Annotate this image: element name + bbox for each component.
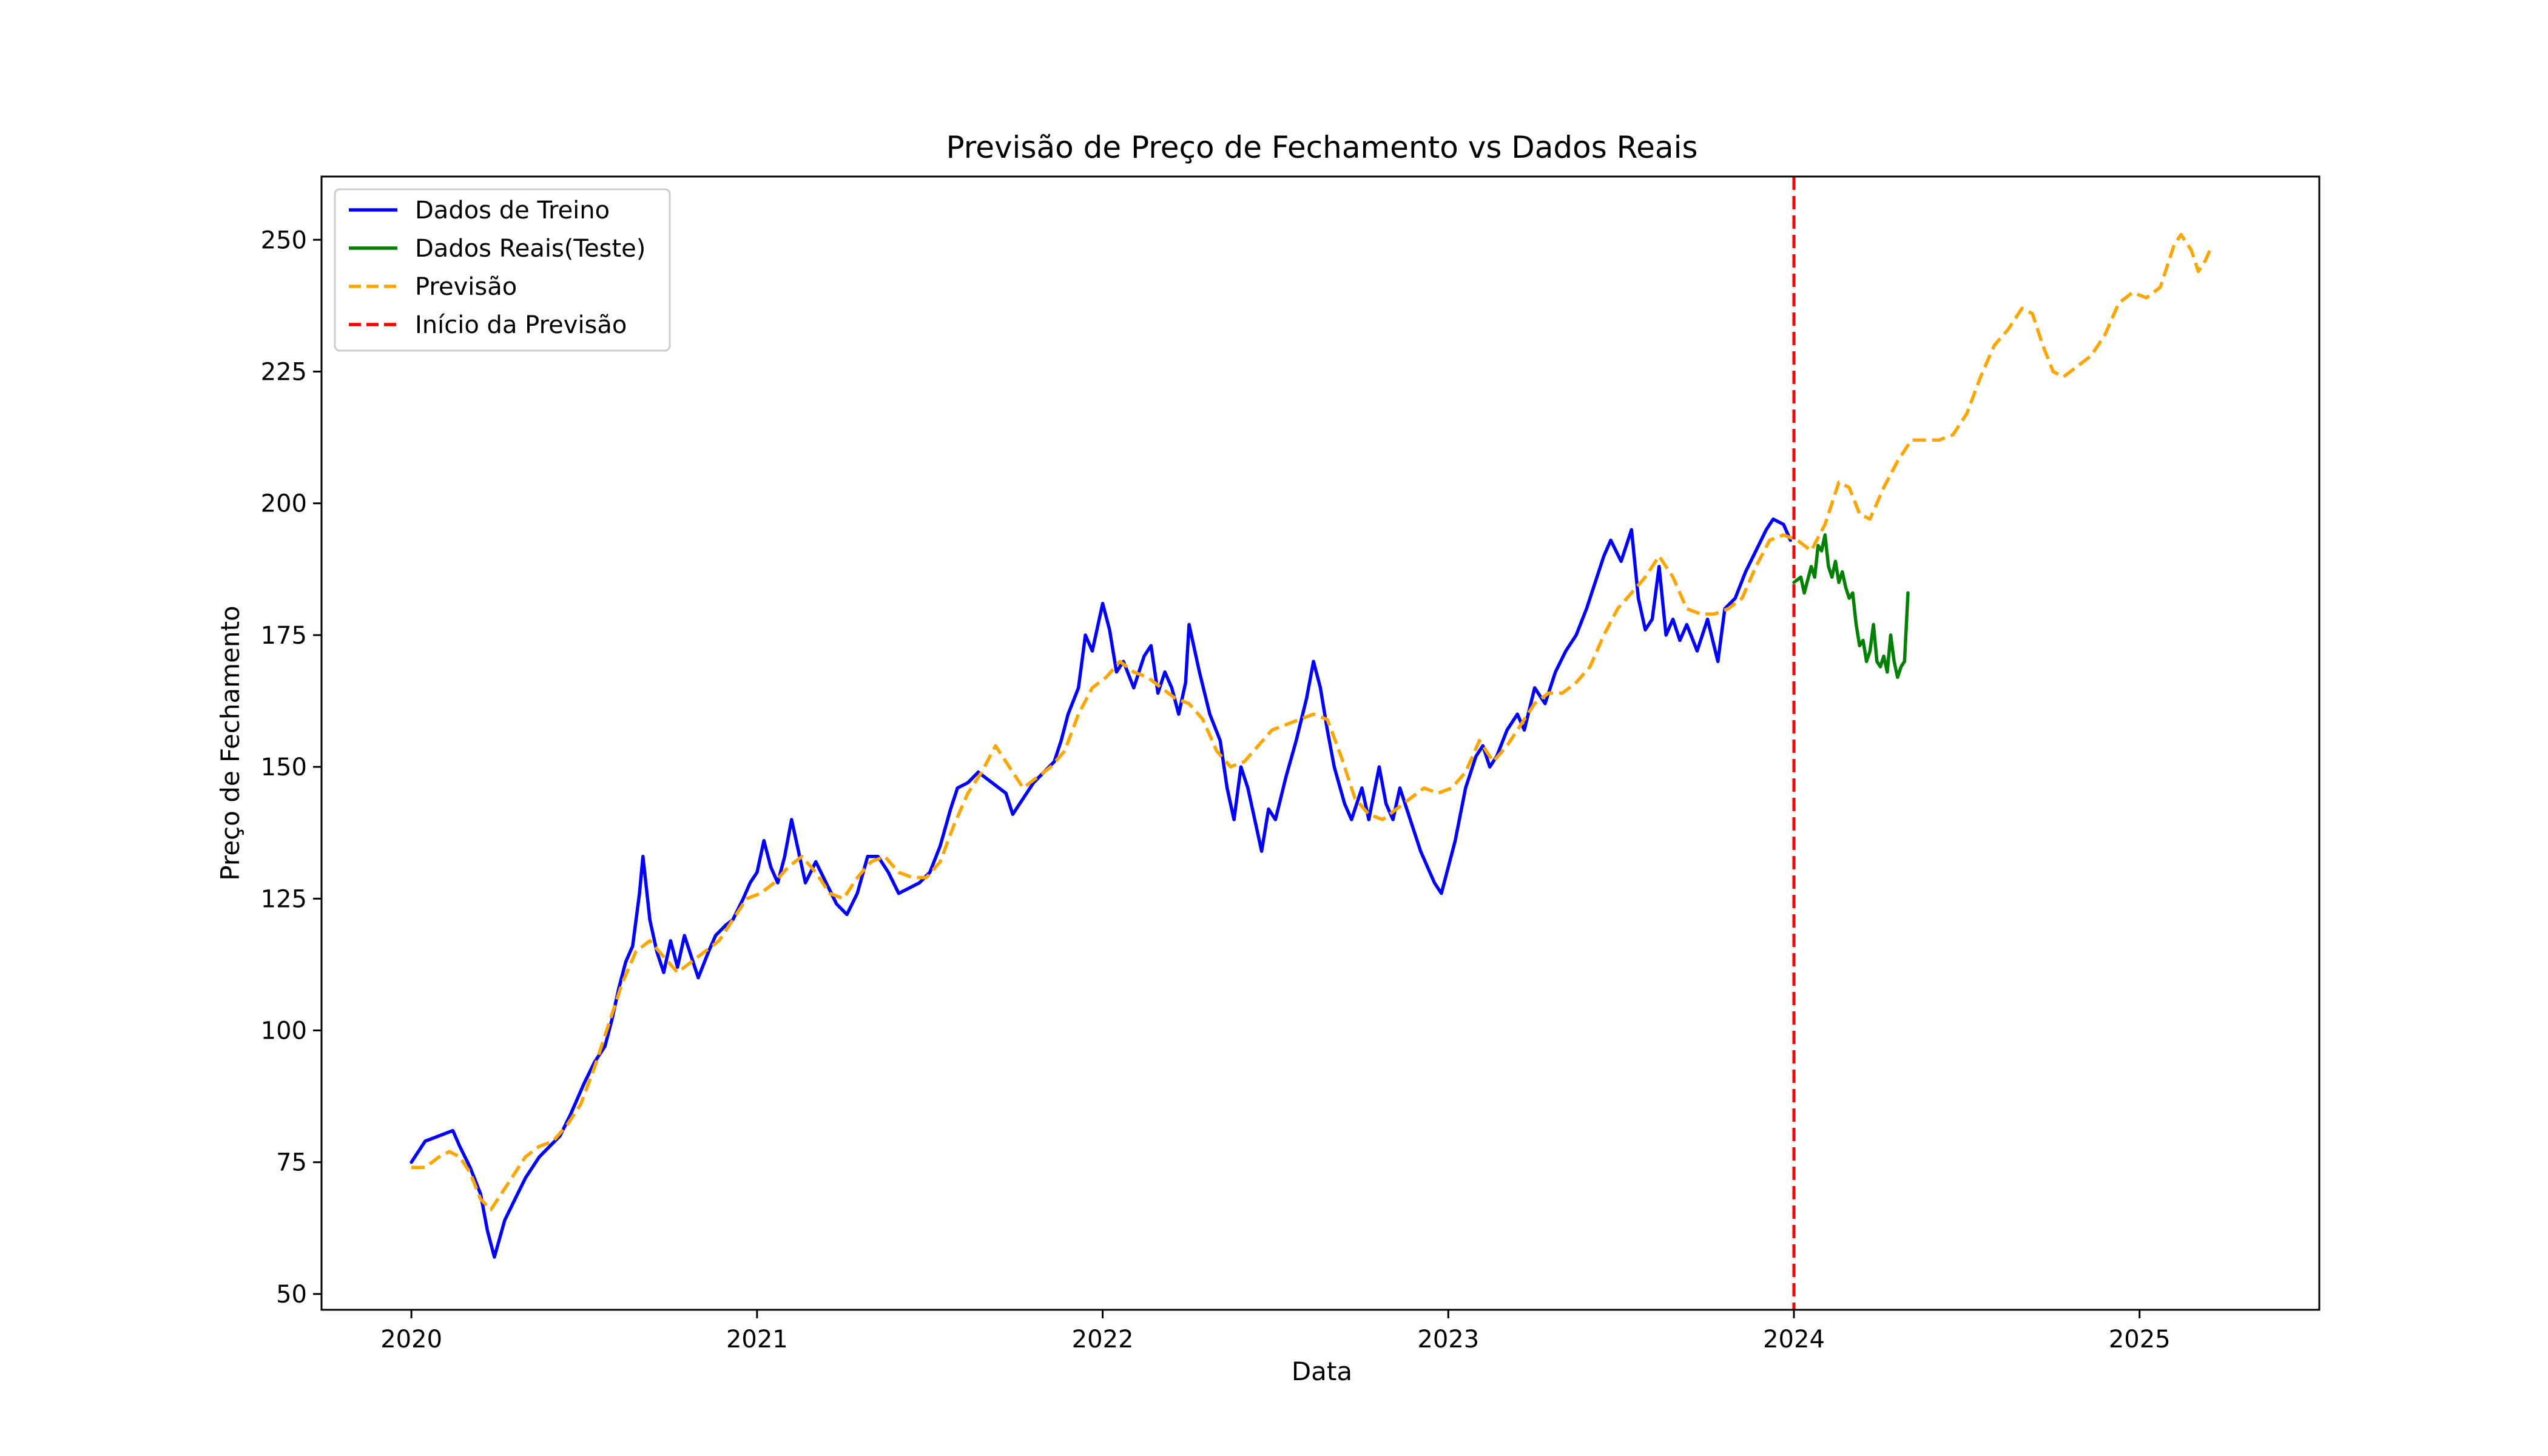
x-tick-label: 2022	[1072, 1326, 1134, 1353]
x-tick-label: 2025	[2109, 1326, 2171, 1353]
y-tick-label: 75	[276, 1149, 307, 1177]
y-tick-label: 100	[261, 1017, 307, 1045]
chart-title: Previsão de Preço de Fechamento vs Dados…	[946, 130, 1697, 165]
y-tick-label: 175	[261, 622, 307, 650]
plot-area-frame	[320, 175, 2320, 1311]
y-tick-label: 200	[261, 490, 307, 518]
legend-label-dados-reais-teste: Dados Reais(Teste)	[415, 235, 645, 263]
series-dados-de-treino-line	[410, 517, 1793, 1259]
x-axis-ticks: 2020 2021 2022 2023 2024 2025	[380, 1310, 2171, 1353]
x-tick-label: 2023	[1417, 1326, 1479, 1353]
x-tick-label: 2021	[726, 1326, 788, 1353]
legend: Dados de Treino Dados Reais(Teste) Previsã…	[334, 188, 671, 352]
y-tick-label: 250	[261, 226, 307, 254]
legend-label-inicio-da-previsao: Início da Previsão	[415, 311, 627, 339]
x-tick-label: 2020	[380, 1326, 442, 1353]
x-axis-label: Data	[1292, 1357, 1352, 1386]
x-tick-label: 2024	[1763, 1326, 1825, 1353]
series-dados-reais-teste-line	[1792, 533, 1910, 679]
legend-label-dados-de-treino: Dados de Treino	[415, 197, 610, 224]
y-axis-label: Preço de Fechamento	[215, 605, 245, 880]
y-tick-label: 50	[276, 1281, 307, 1309]
series-previsao-line	[411, 232, 2214, 1212]
legend-box	[334, 188, 671, 352]
y-tick-label: 125	[261, 885, 307, 913]
legend-label-previsao: Previsão	[415, 273, 517, 301]
y-axis-ticks: 50 75 100 125 150 175 200 225 250	[261, 226, 322, 1309]
series-layer	[410, 177, 2214, 1310]
y-tick-label: 150	[261, 753, 307, 781]
y-tick-label: 225	[261, 358, 307, 386]
